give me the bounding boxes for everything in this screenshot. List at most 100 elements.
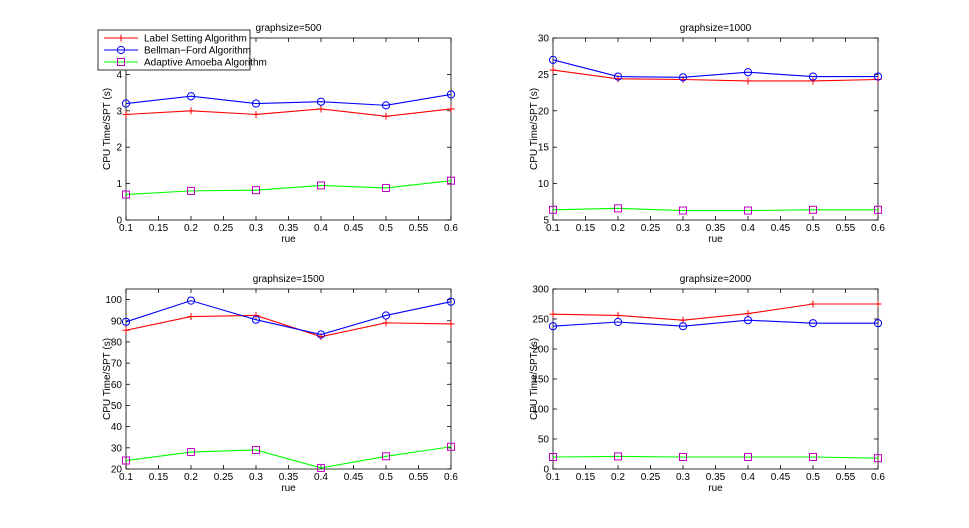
data-point-circle xyxy=(873,72,883,81)
series-line-3 xyxy=(125,446,452,469)
data-point-circle xyxy=(186,92,196,101)
series-line-2 xyxy=(552,59,878,78)
x-tick-label: 0.25 xyxy=(641,472,661,483)
y-axis-label: CPU Time/SPT (s) xyxy=(102,88,113,170)
y-tick-label: 10 xyxy=(538,179,550,190)
chart-panel-2: 0.1 0.15 0.2 0.25 0.3 0.35 0.4 0.45 0.5 0.55 0.6 5 1… xyxy=(529,23,885,245)
data-point-square xyxy=(809,205,817,214)
x-tick-label: 0.1 xyxy=(546,472,560,483)
data-point-circle xyxy=(121,99,131,108)
data-point-circle xyxy=(251,99,261,108)
data-point-circle xyxy=(381,311,391,320)
x-tick-label: 0.25 xyxy=(641,223,661,234)
chart-title: graphsize=1500 xyxy=(253,274,325,285)
data-point-square xyxy=(382,183,390,192)
x-tick-label: 0.4 xyxy=(741,472,755,483)
data-point-circle xyxy=(808,72,818,81)
data-point-square xyxy=(614,204,622,213)
x-tick-label: 0.4 xyxy=(314,472,328,483)
x-tick-label: 0.2 xyxy=(184,223,198,234)
plot-area xyxy=(552,37,879,221)
y-tick-label: 3 xyxy=(116,106,122,117)
x-axis-label: rue xyxy=(281,483,296,494)
x-tick-label: 0.3 xyxy=(249,223,263,234)
x-tick-label: 0.35 xyxy=(706,223,726,234)
y-tick-label: 30 xyxy=(538,34,550,45)
data-point-square xyxy=(447,176,455,185)
data-point-plus xyxy=(317,105,325,113)
y-axis-label: CPU Time/SPT (s) xyxy=(102,338,113,420)
y-tick-label: 90 xyxy=(111,316,123,327)
y-tick-label: 5 xyxy=(543,216,549,227)
y-tick-label: 50 xyxy=(538,435,550,446)
series-line-3 xyxy=(552,207,878,212)
y-tick-label: 200 xyxy=(532,345,549,356)
x-tick-label: 0.15 xyxy=(149,223,169,234)
series-line-1 xyxy=(125,108,452,117)
data-point-square xyxy=(122,456,130,465)
data-point-circle xyxy=(316,330,326,339)
data-point-square xyxy=(744,206,752,215)
x-tick-label: 0.55 xyxy=(836,223,856,234)
data-point-plus xyxy=(744,77,752,85)
x-tick-label: 0.6 xyxy=(871,472,885,483)
y-tick-label: 30 xyxy=(111,443,123,454)
x-tick-label: 0.1 xyxy=(119,223,133,234)
plot-area xyxy=(552,288,879,470)
data-point-circle xyxy=(121,317,131,326)
data-point-plus xyxy=(549,66,557,74)
data-point-plus xyxy=(614,311,622,319)
chart-title: graphsize=1000 xyxy=(680,23,752,34)
data-point-square xyxy=(317,463,325,472)
x-axis-label: rue xyxy=(708,234,723,245)
x-tick-label: 0.3 xyxy=(249,472,263,483)
data-point-circle xyxy=(678,73,688,82)
x-tick-label: 0.45 xyxy=(344,472,364,483)
x-tick-label: 0.3 xyxy=(676,223,690,234)
legend-label-3: Adaptive Amoeba Algorithm xyxy=(144,58,267,69)
data-point-circle xyxy=(613,317,623,327)
x-tick-label: 0.1 xyxy=(546,223,560,234)
x-tick-label: 0.5 xyxy=(806,223,820,234)
data-point-square xyxy=(317,181,325,190)
chart-panel-1: 0.1 0.15 0.2 0.25 0.3 0.35 0.4 0.45 0.5 0.55 0.6 0 1… xyxy=(97,23,458,245)
data-point-square xyxy=(614,452,622,461)
x-tick-label: 0.6 xyxy=(444,223,458,234)
data-point-circle xyxy=(548,322,558,331)
legend-marker-square xyxy=(117,58,125,66)
series-line-3 xyxy=(552,455,879,459)
series-line-2 xyxy=(552,319,878,327)
data-point-square xyxy=(187,186,195,195)
x-tick-label: 0.2 xyxy=(611,472,625,483)
data-point-square xyxy=(679,453,687,461)
y-axis-label: CPU Time/SPT (s) xyxy=(529,88,540,170)
y-tick-label: 100 xyxy=(532,405,549,416)
x-tick-label: 0.5 xyxy=(379,223,393,234)
data-point-circle xyxy=(613,72,623,81)
x-tick-label: 0.55 xyxy=(409,472,429,483)
data-point-square xyxy=(252,186,260,195)
y-tick-label: 0 xyxy=(543,465,549,476)
y-axis-label: CPU Time/SPT (s) xyxy=(529,338,540,420)
y-tick-label: 300 xyxy=(532,285,549,296)
y-tick-label: 100 xyxy=(105,295,122,306)
data-point-square xyxy=(122,190,130,199)
data-point-square xyxy=(382,452,390,461)
x-tick-label: 0.15 xyxy=(576,472,596,483)
y-tick-label: 25 xyxy=(538,70,550,81)
chart-panel-4: 0.1 0.15 0.2 0.25 0.3 0.35 0.4 0.45 0.5 0.55 0.6 0 5… xyxy=(529,274,885,494)
x-tick-label: 0.35 xyxy=(706,472,726,483)
data-point-plus xyxy=(122,326,130,334)
data-point-plus xyxy=(187,107,195,115)
y-tick-label: 1 xyxy=(116,179,122,190)
data-point-circle xyxy=(548,55,558,64)
data-point-plus xyxy=(447,320,455,328)
data-point-plus xyxy=(382,319,390,327)
legend-marker-circle xyxy=(116,45,126,55)
data-point-circle xyxy=(808,319,818,328)
data-point-square xyxy=(252,445,260,454)
data-point-circle xyxy=(186,296,196,305)
y-tick-label: 80 xyxy=(111,337,123,348)
chart-title: graphsize=500 xyxy=(256,23,322,34)
